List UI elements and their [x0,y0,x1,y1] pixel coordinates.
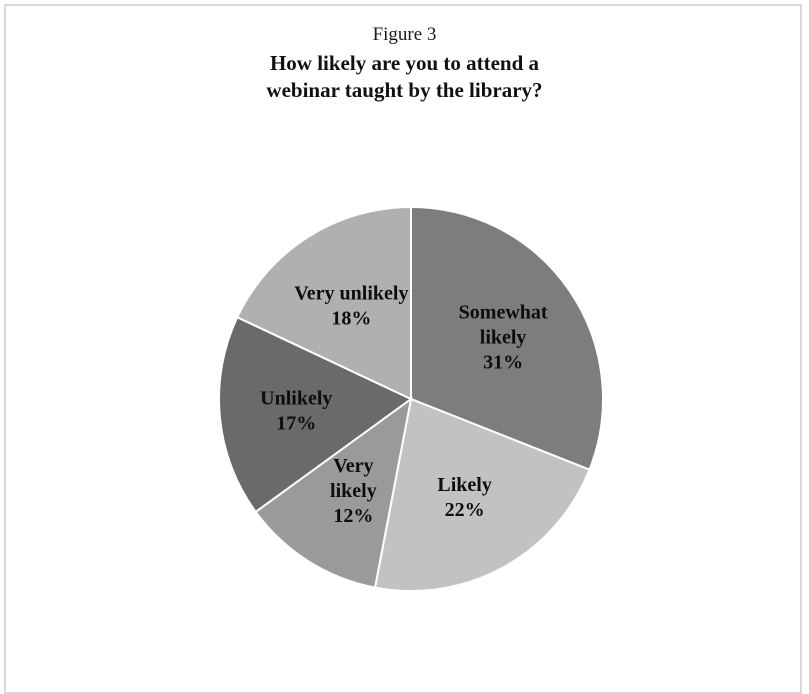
slice-category-label: Very unlikely [294,282,408,304]
slice-percent-label: 18% [331,307,371,329]
pie-slice [373,397,591,592]
pie-slice [235,205,412,401]
chart-title-line-2: webinar taught by the library? [266,78,543,102]
chart-title: How likely are you to attend a webinar t… [0,50,809,104]
slice-percent-label: 31% [483,351,523,373]
slice-category-label: Likely [437,474,491,496]
pie-slice [410,205,604,471]
slice-category-label: likely [330,480,377,502]
slice-category-label: Somewhat [459,301,548,323]
pie-slice [254,396,413,589]
pie-slice [218,315,413,514]
slice-category-label: Unlikely [260,387,332,409]
slice-category-label: Very [333,455,373,477]
chart-title-line-1: How likely are you to attend a [269,51,540,75]
slice-percent-label: 12% [333,505,373,527]
slice-category-label: likely [480,326,527,348]
slice-percent-label: 17% [276,412,316,434]
figure-label: Figure 3 [372,24,437,45]
slice-percent-label: 22% [445,499,485,521]
